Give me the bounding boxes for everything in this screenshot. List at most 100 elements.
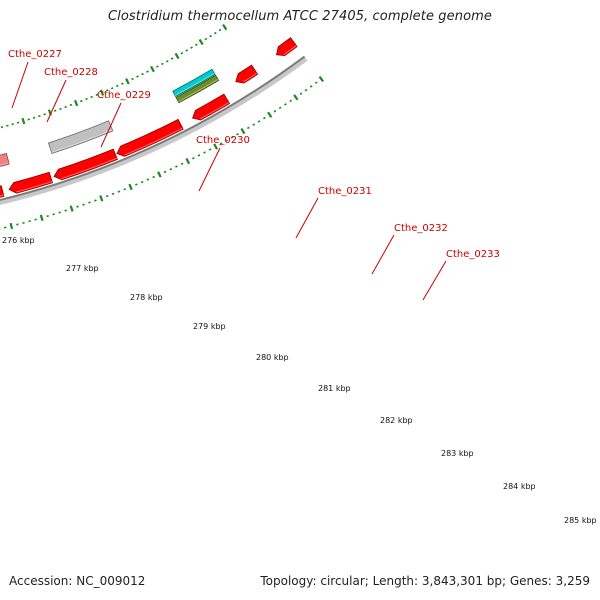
inner-tick-mark xyxy=(76,205,79,208)
gene-feature xyxy=(53,148,118,181)
inner-tick-mark xyxy=(203,151,206,154)
inner-tick-mark xyxy=(304,88,308,92)
outer-tick-mark xyxy=(105,89,109,92)
inner-tick-mark xyxy=(146,178,150,181)
gene-label-leader xyxy=(11,61,29,109)
rna-feature-highlight xyxy=(174,72,215,97)
genome-backbone-dark xyxy=(0,55,306,201)
inner-tick-mark xyxy=(284,103,287,106)
inner-tick-mark xyxy=(293,94,299,101)
outer-tick-mark xyxy=(53,109,57,112)
gene-feature xyxy=(116,118,184,157)
inner-tick-mark xyxy=(157,171,162,178)
inner-tick-mark xyxy=(123,188,127,191)
outer-tick-mark xyxy=(59,107,62,110)
inner-tick-mark xyxy=(152,175,155,179)
inner-tick-mark xyxy=(94,199,97,202)
outer-tick-mark xyxy=(190,46,193,49)
inner-tick-mark xyxy=(225,139,228,142)
inner-tick-mark xyxy=(219,142,223,145)
outer-tick-mark xyxy=(136,75,139,78)
gene-label-leader xyxy=(371,234,395,275)
inner-tick-mark xyxy=(273,110,277,113)
map-title: Clostridium thermocellum ATCC 27405, com… xyxy=(107,9,493,24)
inner-tick-mark xyxy=(246,126,250,130)
gene-feature-pale xyxy=(0,152,10,167)
gene-feature-highlight xyxy=(243,72,258,83)
inner-tick-mark xyxy=(309,85,313,88)
inner-tick-mark xyxy=(263,116,266,120)
gene-label-leader xyxy=(422,260,447,301)
kbp-scale-label: 279 kbp xyxy=(193,322,226,331)
outer-tick-mark xyxy=(150,65,155,73)
inner-tick-mark xyxy=(267,111,273,118)
outer-tick-mark xyxy=(99,89,105,96)
outer-tick-mark xyxy=(170,57,174,60)
kbp-scale-label: 281 kbp xyxy=(318,384,351,393)
outer-tick-mark xyxy=(85,97,88,101)
gene-feature-highlight xyxy=(283,45,297,56)
gene-label-leader xyxy=(198,147,221,192)
gene-label-leader xyxy=(295,197,319,239)
outer-tick-mark xyxy=(180,51,184,55)
outer-tick-mark xyxy=(121,82,124,85)
outer-tick-mark xyxy=(43,113,46,116)
outer-tick-mark xyxy=(110,87,114,90)
kbp-scale-label: 276 kbp xyxy=(2,236,35,245)
gene-label: Cthe_0232 xyxy=(394,223,448,234)
inner-tick-mark xyxy=(257,120,261,123)
gene-feature-pale-highlight xyxy=(0,162,10,166)
gene-feature-highlight xyxy=(124,127,183,156)
inner-tick-mark xyxy=(169,168,173,171)
outer-tick-mark xyxy=(165,60,169,63)
gene-feature xyxy=(8,171,54,194)
outer-tick-mark xyxy=(213,31,217,35)
kbp-scale-label: 285 kbp xyxy=(564,516,597,525)
gene-feature-highlight xyxy=(16,180,53,193)
inner-tick-mark xyxy=(180,162,184,166)
outer-tick-mark xyxy=(69,103,73,107)
inner-tick-mark xyxy=(252,123,256,126)
inner-tick-mark xyxy=(236,133,239,136)
kbp-scale-label: 278 kbp xyxy=(130,293,163,302)
gene-feature xyxy=(235,64,259,84)
inner-tick-mark xyxy=(314,81,318,85)
inner-tick-mark xyxy=(208,148,212,151)
outer-tick-mark xyxy=(90,95,94,99)
inner-tick-mark xyxy=(213,143,219,150)
gene-label: Cthe_0233 xyxy=(446,249,500,260)
rna-feature xyxy=(172,68,216,98)
kbp-scale-label: 283 kbp xyxy=(441,449,474,458)
inner-tick-mark xyxy=(140,180,144,184)
genome-backbone-light xyxy=(0,57,308,206)
gene-label-leader xyxy=(46,79,67,123)
outer-tick-mark xyxy=(174,52,180,60)
outer-tick-mark xyxy=(185,49,189,52)
gene-label: Cthe_0228 xyxy=(44,67,98,78)
gene-feature-highlight xyxy=(0,194,4,197)
gene-feature xyxy=(0,185,5,198)
inner-tick-mark xyxy=(69,205,74,212)
inner-tick-mark xyxy=(135,183,138,186)
outer-tick-mark xyxy=(115,84,119,88)
outer-tick-mark xyxy=(141,72,144,76)
pseudo-feature xyxy=(47,120,114,155)
inner-tick-mark xyxy=(192,157,195,160)
outer-tick-mark xyxy=(156,65,159,68)
gene-feature xyxy=(275,37,298,57)
pseudo-feature-highlight xyxy=(51,129,113,153)
inner-tick-mark xyxy=(197,154,201,157)
inner-tick-mark xyxy=(99,195,104,202)
inner-tick-mark xyxy=(9,222,14,230)
inner-tick-mark xyxy=(88,201,91,204)
inner-tick-mark xyxy=(240,127,246,135)
inner-tick-mark xyxy=(105,194,109,198)
kbp-scale-label: 282 kbp xyxy=(380,416,413,425)
outer-tick-mark xyxy=(21,117,26,125)
outer-tick-mark xyxy=(146,70,149,73)
outer-tick-mark xyxy=(194,43,198,47)
inner-tick-mark xyxy=(318,75,324,83)
inner-tick-mark xyxy=(175,165,178,168)
